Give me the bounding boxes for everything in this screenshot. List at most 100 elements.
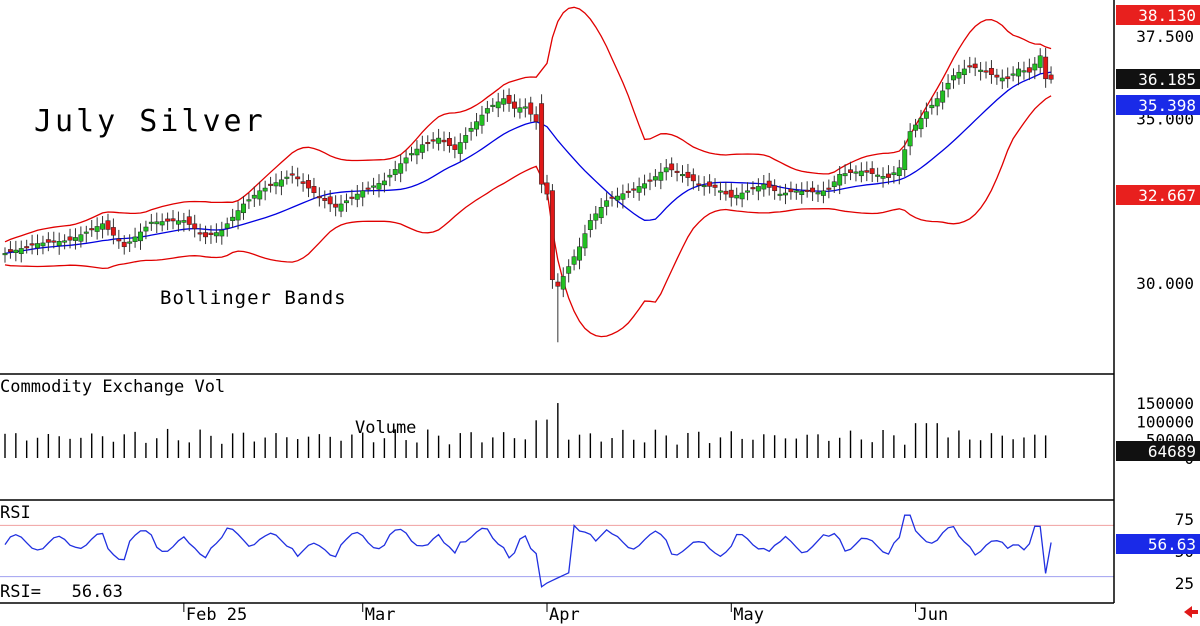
candle bbox=[858, 162, 864, 183]
candle bbox=[820, 181, 826, 204]
candle bbox=[224, 217, 230, 237]
candle bbox=[83, 225, 89, 243]
candle bbox=[354, 184, 360, 208]
candle bbox=[501, 89, 507, 112]
candle bbox=[967, 56, 973, 74]
price-marker-32.667: 32.667 bbox=[1116, 185, 1200, 205]
svg-text:32.667: 32.667 bbox=[1138, 186, 1196, 205]
candle bbox=[170, 210, 176, 230]
candle bbox=[45, 232, 51, 252]
candle bbox=[701, 176, 707, 196]
candle bbox=[51, 231, 57, 249]
candle bbox=[143, 220, 149, 240]
candle bbox=[788, 181, 794, 200]
candle bbox=[436, 128, 442, 151]
candle bbox=[262, 180, 268, 201]
candle bbox=[268, 176, 274, 193]
candle bbox=[615, 187, 620, 208]
candle bbox=[549, 184, 555, 289]
rsi-marker: 56.63 bbox=[1116, 534, 1200, 554]
candle bbox=[322, 190, 328, 209]
candle bbox=[815, 184, 821, 203]
candle bbox=[988, 60, 994, 84]
candle bbox=[24, 239, 30, 254]
candle bbox=[213, 223, 219, 243]
svg-text:38.130: 38.130 bbox=[1138, 6, 1196, 25]
candle bbox=[219, 221, 225, 245]
candle bbox=[625, 183, 631, 198]
bollinger-annotation: Bollinger Bands bbox=[160, 287, 347, 309]
volume-tick-label: 150000 bbox=[1136, 394, 1194, 413]
candle bbox=[951, 68, 956, 89]
candle bbox=[837, 166, 843, 195]
price-marker-38.130: 38.130 bbox=[1116, 5, 1200, 25]
candle bbox=[295, 167, 301, 187]
candle bbox=[793, 183, 799, 200]
x-tick-label: May bbox=[733, 605, 764, 625]
candle bbox=[165, 212, 171, 231]
candle bbox=[831, 175, 837, 193]
candle bbox=[94, 217, 100, 240]
candle bbox=[707, 174, 713, 194]
candle bbox=[89, 219, 95, 237]
candle bbox=[918, 109, 924, 138]
candle bbox=[593, 205, 599, 230]
volume-panel-title: Commodity Exchange Vol bbox=[0, 377, 225, 397]
candle bbox=[138, 223, 143, 250]
candle bbox=[273, 173, 279, 195]
candle bbox=[712, 178, 718, 196]
candle bbox=[853, 165, 859, 182]
candle bbox=[1010, 66, 1016, 82]
candle bbox=[978, 62, 984, 81]
candle bbox=[403, 150, 409, 172]
candle bbox=[78, 226, 84, 248]
candle bbox=[241, 195, 246, 220]
candle bbox=[110, 218, 116, 245]
candle bbox=[446, 132, 452, 153]
candle bbox=[555, 273, 561, 343]
rsi-panel: RSI RSI= 56.63 bbox=[0, 499, 1114, 602]
candle bbox=[1005, 67, 1011, 88]
candle bbox=[842, 164, 848, 185]
candle bbox=[772, 179, 778, 200]
candle bbox=[284, 170, 290, 185]
candle bbox=[479, 105, 485, 134]
candle bbox=[636, 177, 642, 201]
candle bbox=[886, 165, 891, 185]
candle bbox=[940, 82, 946, 110]
candle bbox=[755, 178, 761, 201]
candle bbox=[544, 174, 550, 201]
candle bbox=[875, 167, 881, 183]
candle bbox=[278, 170, 284, 196]
candle bbox=[409, 146, 414, 162]
candle bbox=[658, 163, 664, 190]
candle bbox=[934, 91, 940, 116]
price-panel: July Silver Bollinger Bands bbox=[2, 6, 1054, 343]
candle bbox=[848, 161, 853, 181]
candle bbox=[430, 132, 436, 149]
candle bbox=[690, 168, 696, 190]
candle bbox=[203, 225, 208, 245]
left-arrow-icon[interactable] bbox=[1184, 606, 1198, 618]
candle bbox=[316, 187, 322, 207]
candle bbox=[154, 212, 160, 234]
candle bbox=[739, 183, 745, 208]
candle bbox=[344, 193, 349, 212]
candle bbox=[804, 181, 810, 198]
candle bbox=[717, 181, 723, 201]
candle bbox=[1043, 47, 1049, 88]
candle bbox=[419, 135, 425, 160]
candle bbox=[376, 174, 382, 198]
candle bbox=[669, 157, 675, 177]
candle bbox=[457, 133, 463, 163]
candle bbox=[452, 136, 458, 159]
x-axis: Feb 25 Mar Apr May Jun bbox=[183, 603, 949, 625]
x-tick-label: Jun bbox=[918, 605, 949, 625]
svg-text:36.185: 36.185 bbox=[1138, 70, 1196, 89]
volume-marker: 64689 bbox=[1116, 441, 1200, 461]
candle bbox=[880, 167, 886, 188]
candle bbox=[571, 249, 577, 271]
candle bbox=[425, 135, 431, 152]
candle bbox=[560, 267, 566, 298]
